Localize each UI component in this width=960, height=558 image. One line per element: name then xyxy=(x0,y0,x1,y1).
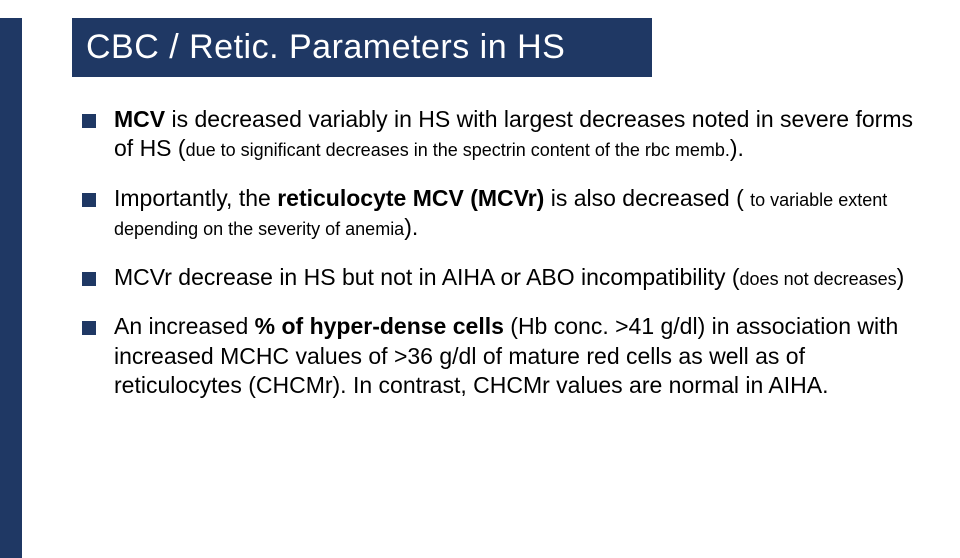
text-bold: MCV xyxy=(114,106,165,132)
text: ). xyxy=(404,214,418,240)
bullet-text: MCV is decreased variably in HS with lar… xyxy=(114,105,930,164)
text: ). xyxy=(730,135,744,161)
bullet-square-icon xyxy=(82,114,96,128)
bullet-item: An increased % of hyper-dense cells (Hb … xyxy=(82,312,930,400)
text-small: does not decreases xyxy=(740,269,897,289)
text-small: due to significant decreases in the spec… xyxy=(186,140,730,160)
slide-title: CBC / Retic. Parameters in HS xyxy=(86,28,638,67)
bullet-square-icon xyxy=(82,272,96,286)
text: is also decreased ( xyxy=(544,185,750,211)
text: An increased xyxy=(114,313,255,339)
text-bold: % of hyper-dense cells xyxy=(255,313,504,339)
slide: CBC / Retic. Parameters in HS MCV is dec… xyxy=(0,18,960,558)
text-bold: reticulocyte MCV (MCVr) xyxy=(277,185,544,211)
bullet-text: An increased % of hyper-dense cells (Hb … xyxy=(114,312,930,400)
content-area: MCV is decreased variably in HS with lar… xyxy=(82,105,930,401)
title-bar: CBC / Retic. Parameters in HS xyxy=(72,18,652,77)
bullet-item: Importantly, the reticulocyte MCV (MCVr)… xyxy=(82,184,930,243)
bullet-item: MCV is decreased variably in HS with lar… xyxy=(82,105,930,164)
bullet-item: MCVr decrease in HS but not in AIHA or A… xyxy=(82,263,930,292)
bullet-square-icon xyxy=(82,321,96,335)
text: MCVr decrease in HS but not in AIHA or A… xyxy=(114,264,740,290)
text: ) xyxy=(897,264,905,290)
bullet-square-icon xyxy=(82,193,96,207)
bullet-text: Importantly, the reticulocyte MCV (MCVr)… xyxy=(114,184,930,243)
text: Importantly, the xyxy=(114,185,277,211)
bullet-text: MCVr decrease in HS but not in AIHA or A… xyxy=(114,263,930,292)
